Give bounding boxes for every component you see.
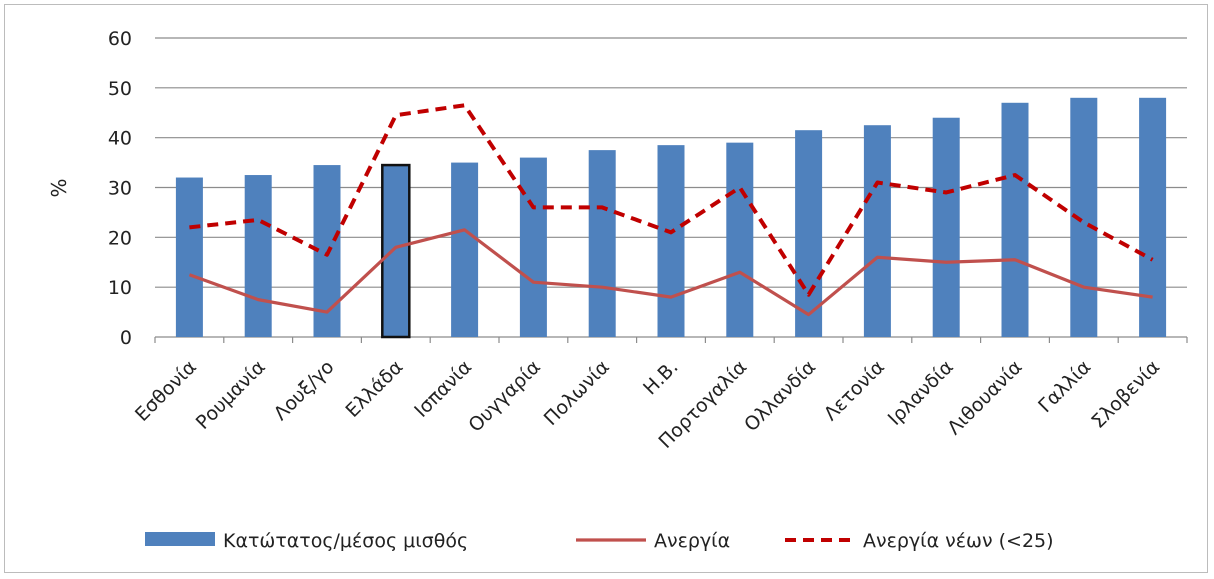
x-category-label: Ιρλανδία	[884, 356, 958, 430]
y-tick-label: 30	[108, 178, 132, 200]
y-tick-label: 50	[108, 78, 132, 100]
x-category-label: Ολλανδία	[740, 356, 820, 436]
bar-4	[451, 162, 479, 337]
y-tick-label: 0	[120, 327, 132, 349]
x-category-label: Πολωνία	[540, 356, 614, 430]
legend-swatch-bar	[145, 532, 215, 546]
y-tick-label: 20	[108, 227, 132, 249]
bar-3	[381, 163, 411, 339]
line-series-1	[189, 103, 1154, 297]
x-category-label: Γαλλία	[1034, 356, 1095, 417]
bar-0	[175, 177, 203, 337]
bar-8	[726, 142, 754, 337]
legend-label: Ανεργία	[654, 530, 730, 552]
bar-9	[795, 130, 823, 337]
bar-series	[175, 97, 1167, 339]
x-category-label: Σλοβενία	[1087, 356, 1164, 433]
bar-12	[1001, 102, 1029, 338]
y-tick-label: 40	[108, 128, 132, 150]
bar-7	[657, 145, 685, 337]
y-axis-label: %	[47, 178, 71, 197]
legend: Κατώτατος/μέσος μισθός Ανεργία Ανεργία νέω…	[145, 530, 1054, 552]
x-category-label: Εσθονία	[131, 356, 201, 426]
x-category-label: Λουξ/γο	[270, 356, 339, 425]
x-category-label: Ρουμανία	[192, 356, 270, 434]
x-category-label: Λετονία	[820, 356, 889, 425]
y-tick-label: 60	[108, 28, 132, 50]
y-tick-label: 10	[108, 277, 132, 299]
x-category-label: Ισπανία	[410, 356, 476, 422]
line-series	[188, 103, 1154, 317]
bar-10	[863, 125, 891, 337]
legend-label: Ανεργία νέων (<25)	[863, 530, 1054, 552]
bar-5	[519, 157, 547, 337]
bar-14	[1139, 97, 1167, 337]
x-category-label: Λιθουανία	[943, 356, 1026, 439]
legend-label: Κατώτατος/μέσος μισθός	[223, 530, 468, 552]
y-axis-ticks: 0 10 20 30 40 50 60	[108, 28, 132, 349]
line-series-0	[188, 228, 1153, 317]
x-category-label: Η.Β.	[639, 356, 682, 399]
bar-6	[588, 150, 616, 337]
bar-1	[244, 175, 272, 337]
x-category-label: Ελλάδα	[341, 356, 407, 422]
x-category-label: Ουγγαρία	[464, 356, 545, 437]
bar-11	[932, 117, 960, 337]
